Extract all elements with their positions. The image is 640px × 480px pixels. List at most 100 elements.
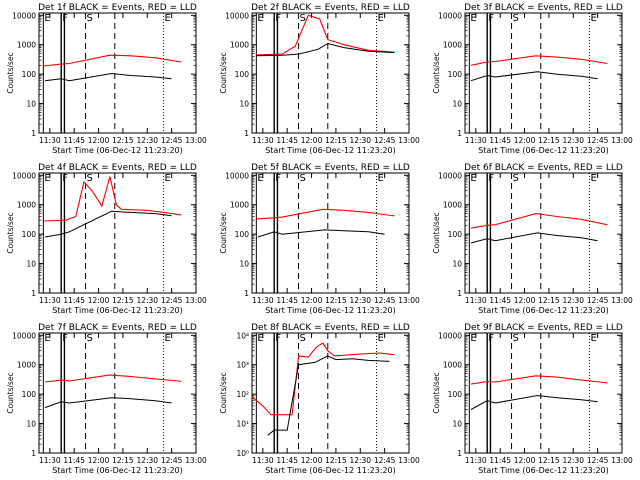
marker-label: E — [378, 173, 384, 184]
y-tick-label: 1000 — [443, 201, 462, 210]
x-tick-label: 12:45 — [587, 456, 609, 465]
panel-det-7: Det 7f BLACK = Events, RED = LLD 1 10 100 10… — [6, 323, 207, 475]
x-tick-label: 13:00 — [611, 136, 633, 145]
marker-label: S — [300, 333, 306, 344]
y-tick-label: 100 — [235, 70, 250, 79]
y-axis-label: Counts/sec — [219, 212, 228, 253]
marker-label: E — [165, 13, 171, 24]
y-tick-label: 10⁰ — [236, 449, 249, 458]
y-tick-label: 1000 — [443, 41, 462, 50]
y-tick-label: 1000 — [230, 41, 249, 50]
x-axis-label: Start Time (06-Dec-12 11:23:20) — [265, 306, 396, 315]
series-events-line — [470, 232, 598, 244]
x-tick-label: 11:30 — [39, 456, 61, 465]
x-tick-label: 12:30 — [562, 456, 584, 465]
y-tick-label: 100 — [448, 230, 463, 239]
marker-label: F — [488, 333, 494, 344]
x-tick-label: 11:45 — [489, 296, 511, 305]
y-tick-label: 10 — [239, 100, 249, 109]
x-tick-label: 12:15 — [112, 296, 134, 305]
y-axis-label: Counts/sec — [6, 52, 15, 93]
series-events-line — [44, 210, 172, 238]
x-tick-label: 12:15 — [538, 296, 560, 305]
y-tick-label: 1 — [244, 289, 249, 298]
x-tick-label: 12:00 — [301, 456, 323, 465]
panel-det-5: Det 5f BLACK = Events, RED = LLD 1 10 100 10… — [219, 163, 420, 315]
y-tick-label: 10⁴ — [236, 331, 249, 340]
x-tick-label: 11:45 — [63, 456, 85, 465]
marker-label: F — [488, 13, 494, 24]
x-tick-label: 12:15 — [112, 136, 134, 145]
marker-label: E — [591, 333, 597, 344]
x-axis-label: Start Time (06-Dec-12 11:23:20) — [52, 306, 183, 315]
x-tick-label: 12:45 — [161, 296, 183, 305]
y-tick-label: 10 — [452, 100, 462, 109]
plot-frame — [38, 12, 197, 134]
y-tick-label: 100 — [22, 70, 37, 79]
marker-label: F — [488, 173, 494, 184]
series-events-line — [470, 71, 598, 82]
y-tick-label: 10¹ — [236, 420, 249, 429]
x-tick-label: 12:15 — [112, 456, 134, 465]
x-tick-label: 12:30 — [349, 296, 371, 305]
x-axis-label: Start Time (06-Dec-12 11:23:20) — [52, 146, 183, 155]
y-tick-label: 10000 — [12, 171, 36, 180]
series-events-line — [257, 229, 385, 238]
x-axis-label: Start Time (06-Dec-12 11:23:20) — [265, 146, 396, 155]
marker-label: E — [165, 333, 171, 344]
x-tick-label: 12:45 — [587, 136, 609, 145]
y-axis-label: Counts/sec — [6, 212, 15, 253]
x-tick-label: 12:45 — [374, 136, 396, 145]
y-tick-label: 10000 — [438, 171, 462, 180]
plot-frame — [464, 172, 623, 294]
panel-title: Det 7f BLACK = Events, RED = LLD — [38, 323, 197, 333]
x-tick-label: 11:45 — [63, 136, 85, 145]
marker-label: E — [44, 13, 50, 24]
x-tick-label: 11:45 — [276, 456, 298, 465]
series-events-line — [470, 394, 598, 410]
x-tick-label: 11:30 — [252, 136, 274, 145]
y-tick-label: 10³ — [236, 361, 249, 370]
x-axis-label: Start Time (06-Dec-12 11:23:20) — [478, 306, 609, 315]
x-tick-label: 12:00 — [514, 136, 536, 145]
y-tick-label: 100 — [22, 230, 37, 239]
y-tick-label: 10000 — [225, 11, 249, 20]
panel-title: Det 9f BLACK = Events, RED = LLD — [464, 323, 623, 333]
x-tick-label: 12:30 — [136, 456, 158, 465]
x-tick-label: 12:00 — [301, 296, 323, 305]
y-tick-label: 1 — [457, 129, 462, 138]
plot-frame — [464, 12, 623, 134]
series-lld-line — [251, 342, 395, 416]
y-tick-label: 100 — [235, 230, 250, 239]
y-tick-label: 1000 — [230, 201, 249, 210]
plot-frame — [251, 332, 410, 454]
x-tick-label: 12:00 — [514, 296, 536, 305]
panel-det-6: Det 6f BLACK = Events, RED = LLD 1 10 100 10… — [432, 163, 633, 315]
x-tick-label: 11:45 — [489, 456, 511, 465]
x-tick-label: 12:45 — [161, 456, 183, 465]
marker-label: E — [257, 333, 263, 344]
marker-label: E — [378, 333, 384, 344]
y-tick-label: 10000 — [225, 171, 249, 180]
marker-label: F — [275, 13, 281, 24]
x-axis-label: Start Time (06-Dec-12 11:23:20) — [265, 466, 396, 475]
x-tick-label: 12:00 — [88, 296, 110, 305]
y-axis-label: Counts/sec — [6, 372, 15, 413]
x-tick-label: 11:45 — [276, 136, 298, 145]
x-tick-label: 12:15 — [325, 456, 347, 465]
y-tick-label: 10000 — [12, 11, 36, 20]
x-tick-label: 12:15 — [325, 136, 347, 145]
series-events-line — [256, 42, 395, 57]
marker-label: E — [470, 13, 476, 24]
x-tick-label: 13:00 — [398, 136, 420, 145]
x-axis-label: Start Time (06-Dec-12 11:23:20) — [478, 146, 609, 155]
x-tick-label: 13:00 — [611, 456, 633, 465]
x-tick-label: 13:00 — [611, 296, 633, 305]
panel-title: Det 5f BLACK = Events, RED = LLD — [251, 163, 410, 173]
panel-title: Det 1f BLACK = Events, RED = LLD — [38, 3, 197, 13]
y-tick-label: 1000 — [17, 201, 36, 210]
x-tick-label: 11:45 — [489, 136, 511, 145]
y-tick-label: 10000 — [438, 11, 462, 20]
series-lld-line — [470, 55, 608, 66]
x-tick-label: 11:30 — [252, 296, 274, 305]
